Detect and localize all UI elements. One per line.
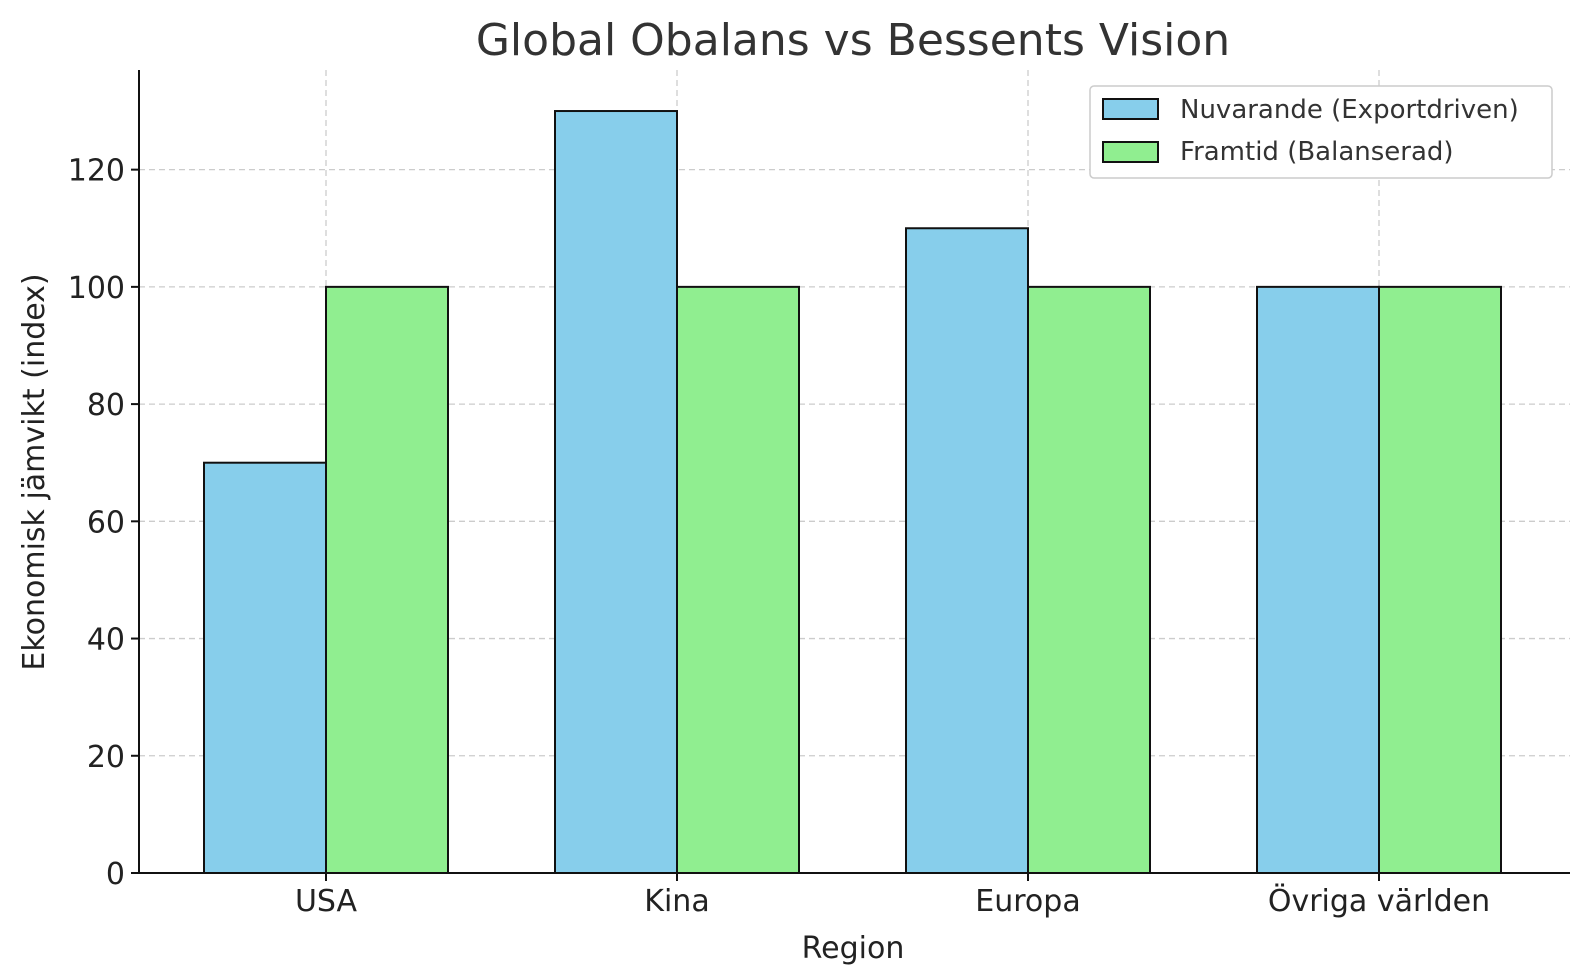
y-axis-label: Ekonomisk jämvikt (index): [17, 273, 52, 670]
y-tick-label: 120: [68, 154, 125, 189]
legend-swatch-current: [1102, 98, 1159, 120]
bars: [203, 110, 1502, 875]
legend-label-current: Nuvarande (Exportdriven): [1180, 95, 1519, 125]
y-ticks: 0 20 40 60 80 100 120: [68, 154, 139, 892]
x-tick-label: Kina: [644, 884, 709, 919]
bar-future-usa: [325, 285, 449, 875]
x-tick-label: Europa: [975, 884, 1080, 919]
x-tick-label: Övriga världen: [1268, 883, 1490, 919]
y-tick-label: 60: [87, 505, 125, 540]
legend-swatch-future: [1102, 141, 1159, 163]
legend: Nuvarande (Exportdriven) Framtid (Balans…: [1089, 85, 1553, 179]
y-tick-label: 80: [87, 388, 125, 423]
bar-current-övriga-världen: [1256, 285, 1380, 875]
legend-box: [1089, 85, 1553, 179]
bar-current-europa: [905, 227, 1029, 874]
bar-current-kina: [554, 110, 678, 875]
x-axis-label: Region: [802, 931, 905, 966]
y-tick-label: 40: [87, 623, 125, 658]
legend-label-future: Framtid (Balanserad): [1180, 137, 1454, 167]
bar-future-europa: [1027, 285, 1151, 875]
x-tick-label: USA: [295, 884, 358, 919]
axes: [138, 70, 1570, 874]
bar-current-usa: [203, 461, 327, 874]
chart-title: Global Obalans vs Bessents Vision: [476, 15, 1230, 66]
x-ticks: USA Kina Europa Övriga världen: [295, 873, 1490, 919]
y-tick-label: 20: [87, 740, 125, 775]
bar-future-övriga-världen: [1378, 285, 1502, 875]
y-tick-label: 100: [68, 271, 125, 306]
y-tick-label: 0: [106, 857, 125, 892]
bar-future-kina: [676, 285, 800, 875]
